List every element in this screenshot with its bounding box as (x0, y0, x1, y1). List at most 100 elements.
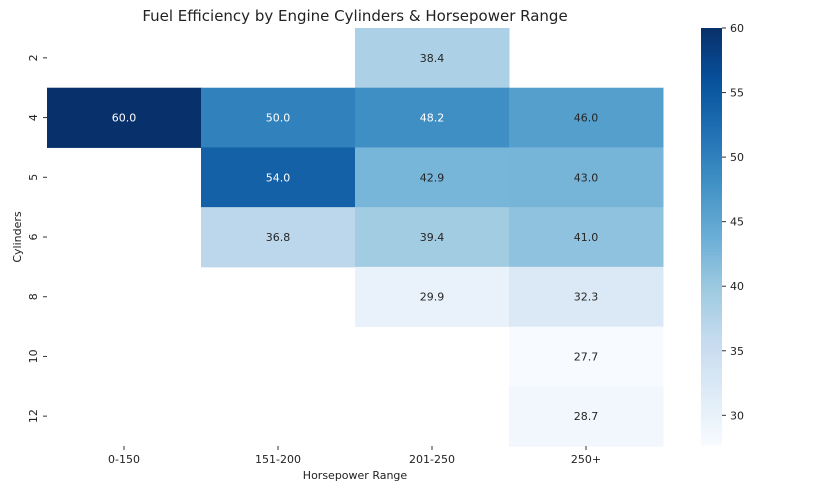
colorbar-tick-label: 35 (730, 345, 744, 358)
colorbar-segment (701, 111, 722, 115)
colorbar-segment (701, 394, 722, 398)
heatmap-cell (201, 87, 356, 148)
y-tick-label: 6 (27, 234, 40, 241)
colorbar-segment (701, 266, 722, 270)
colorbar-segment (701, 397, 722, 401)
colorbar-segment (701, 307, 722, 312)
cell-value-label: 38.4 (420, 52, 445, 65)
colorbar-segment (701, 99, 722, 104)
colorbar-segment (701, 200, 722, 205)
colorbar-segment (701, 275, 722, 279)
colorbar-segment (701, 379, 722, 384)
colorbar-segment (701, 176, 722, 181)
x-tick-label: 0-150 (108, 453, 140, 466)
colorbar-segment (701, 90, 722, 95)
colorbar-segment (701, 316, 722, 321)
colorbar-segment (701, 364, 722, 369)
colorbar-segment (701, 358, 722, 363)
colorbar-segment (701, 427, 722, 431)
colorbar-segment (701, 361, 722, 366)
colorbar-segment (701, 269, 722, 273)
colorbar-segment (701, 51, 722, 56)
colorbar-segment (701, 260, 722, 264)
colorbar-segment (701, 352, 722, 357)
colorbar-segment (701, 221, 722, 226)
cell-value-label: 48.2 (420, 112, 445, 125)
y-axis-ticks: 2 4 5 6 8 10 12 (27, 54, 47, 423)
cell-value-label: 29.9 (420, 291, 445, 304)
y-tick-label: 8 (27, 293, 40, 300)
colorbar-segment (701, 302, 722, 306)
colorbar-segment (701, 239, 722, 244)
colorbar-segment (701, 182, 722, 187)
colorbar-segment (701, 42, 722, 47)
colorbar-segment (701, 227, 722, 232)
x-axis-ticks: 0-150 151-200 201-250 250+ (108, 446, 601, 466)
x-tick-label: 151-200 (255, 453, 301, 466)
colorbar-segment (701, 87, 722, 92)
y-tick-label: 12 (27, 409, 40, 423)
colorbar-segment (701, 212, 722, 217)
heatmap-cell (509, 87, 664, 148)
heatmap-cell (509, 386, 664, 447)
colorbar-segment (701, 236, 722, 241)
colorbar-segment (701, 138, 722, 142)
colorbar-segment (701, 346, 722, 351)
colorbar-segment (701, 75, 722, 80)
y-tick-label: 4 (27, 114, 40, 121)
heatmap-cell (47, 87, 202, 148)
heatmap-cell (509, 147, 664, 208)
colorbar-segment (701, 430, 722, 434)
colorbar-segment (701, 105, 722, 110)
y-tick-label: 2 (27, 54, 40, 61)
colorbar-segment (701, 96, 722, 101)
colorbar-tick-label: 50 (730, 151, 744, 164)
colorbar-segment (701, 337, 722, 342)
x-tick-label: 201-250 (409, 453, 455, 466)
colorbar-segment (701, 224, 722, 229)
y-tick-label: 10 (27, 349, 40, 363)
colorbar-segment (701, 325, 722, 330)
colorbar-segment (701, 185, 722, 190)
colorbar-segment (701, 349, 722, 354)
colorbar-segment (701, 385, 722, 390)
colorbar-segment (701, 218, 722, 223)
colorbar-segment (701, 370, 722, 375)
colorbar-segment (701, 442, 722, 446)
colorbar-segment (701, 126, 722, 130)
heatmap-cell (355, 147, 510, 208)
chart-title: Fuel Efficiency by Engine Cylinders & Ho… (142, 7, 567, 25)
colorbar-tick-label: 45 (730, 216, 744, 229)
colorbar-segment (701, 60, 722, 65)
colorbar-segment (701, 328, 722, 333)
cell-value-label: 41.0 (574, 231, 599, 244)
colorbar-segment (701, 230, 722, 235)
colorbar-segment (701, 251, 722, 255)
colorbar-segment (701, 93, 722, 98)
colorbar-segment (701, 322, 722, 327)
heatmap-cell (355, 28, 510, 89)
colorbar-segment (701, 257, 722, 261)
colorbar-segment (701, 66, 722, 71)
cell-value-label: 46.0 (574, 112, 599, 125)
colorbar-segment (701, 242, 722, 247)
heatmap-cell (201, 147, 356, 208)
colorbar-segment (701, 54, 722, 59)
colorbar-segment (701, 209, 722, 214)
colorbar-segment (701, 421, 722, 425)
colorbar-tick-label: 40 (730, 280, 744, 293)
colorbar-segment (701, 331, 722, 336)
colorbar-segment (701, 144, 722, 148)
colorbar-segment (701, 123, 722, 127)
colorbar-segment (701, 290, 722, 294)
colorbar-segment (701, 233, 722, 238)
cell-value-label: 28.7 (574, 410, 599, 423)
colorbar-segment (701, 355, 722, 360)
colorbar-segment (701, 263, 722, 267)
colorbar-tick-label: 30 (730, 409, 744, 422)
colorbar: 30 35 40 45 50 55 60 (701, 22, 744, 446)
colorbar-segment (701, 403, 722, 407)
colorbar-segment (701, 313, 722, 318)
colorbar-segment (701, 248, 722, 252)
